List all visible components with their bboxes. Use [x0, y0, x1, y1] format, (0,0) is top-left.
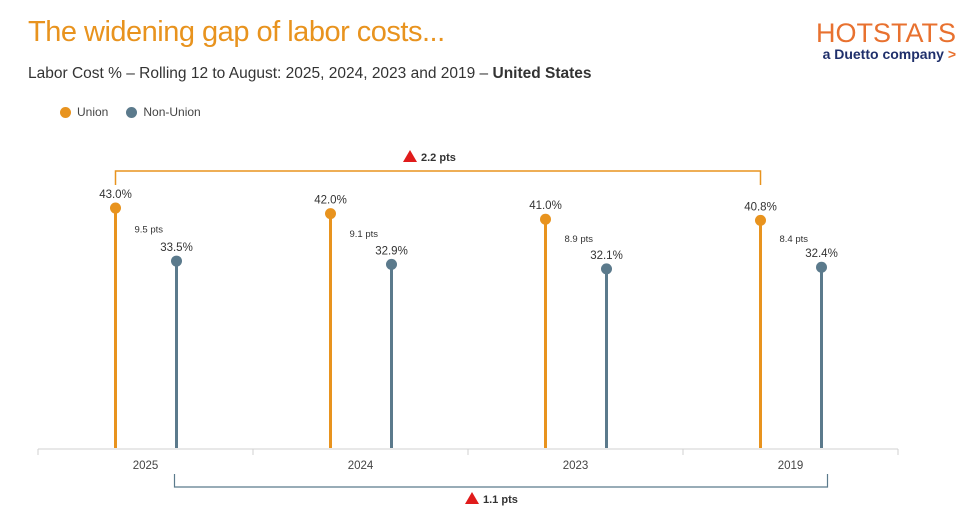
up-triangle-icon	[403, 150, 417, 162]
non-union-data-label: 32.1%	[590, 250, 623, 262]
union-data-label: 41.0%	[529, 200, 562, 212]
non-union-change-bracket	[173, 474, 829, 488]
x-tick-label: 2025	[133, 460, 159, 472]
hotstats-logo: HOTSTATS a Duetto company >	[806, 18, 956, 63]
non-union-point	[171, 255, 182, 267]
non-union-dot-icon	[126, 106, 138, 118]
non-union-change-label: 1.1 pts	[483, 494, 518, 506]
non-union-data-label: 32.9%	[375, 245, 408, 257]
union-data-label: 40.8%	[744, 201, 777, 213]
union-change-label: 2.2 pts	[421, 152, 456, 164]
logo-brand: HOTSTATS	[816, 18, 956, 48]
union-change-bracket	[114, 170, 762, 185]
union-point	[110, 202, 121, 214]
gap-label: 9.1 pts	[350, 229, 379, 240]
union-data-label: 42.0%	[314, 195, 347, 207]
union-dot-icon	[60, 106, 71, 118]
non-union-data-label: 33.5%	[160, 242, 193, 254]
x-tick-label: 2023	[563, 460, 589, 472]
gap-label: 8.4 pts	[780, 234, 809, 245]
union-point	[325, 208, 336, 220]
subtitle-text: Labor Cost % – Rolling 12 to August: 202…	[28, 65, 493, 82]
logo-tagline: a Duetto company >	[822, 46, 956, 62]
subtitle-region: United States	[492, 65, 592, 82]
legend-item-non-union: Non-Union	[126, 105, 201, 119]
legend-item-union: Union	[60, 105, 108, 119]
non-union-data-label: 32.4%	[805, 248, 838, 260]
non-union-point	[386, 258, 397, 270]
legend: Union Non-Union	[60, 105, 201, 119]
legend-label: Non-Union	[143, 105, 201, 119]
logo-arrow-icon: >	[947, 46, 956, 62]
union-data-label: 43.0%	[99, 189, 132, 201]
chart-subtitle: Labor Cost % – Rolling 12 to August: 202…	[28, 65, 592, 83]
gap-label: 9.5 pts	[135, 225, 164, 236]
union-point	[755, 214, 766, 226]
up-triangle-icon	[465, 492, 479, 504]
non-union-point	[601, 263, 612, 275]
legend-label: Union	[77, 105, 109, 119]
page-title: The widening gap of labor costs...	[28, 16, 445, 48]
x-tick-label: 2024	[348, 460, 374, 472]
non-union-point	[816, 261, 827, 273]
x-tick-label: 2019	[778, 460, 804, 472]
gap-label: 8.9 pts	[565, 234, 594, 245]
union-point	[540, 213, 551, 225]
